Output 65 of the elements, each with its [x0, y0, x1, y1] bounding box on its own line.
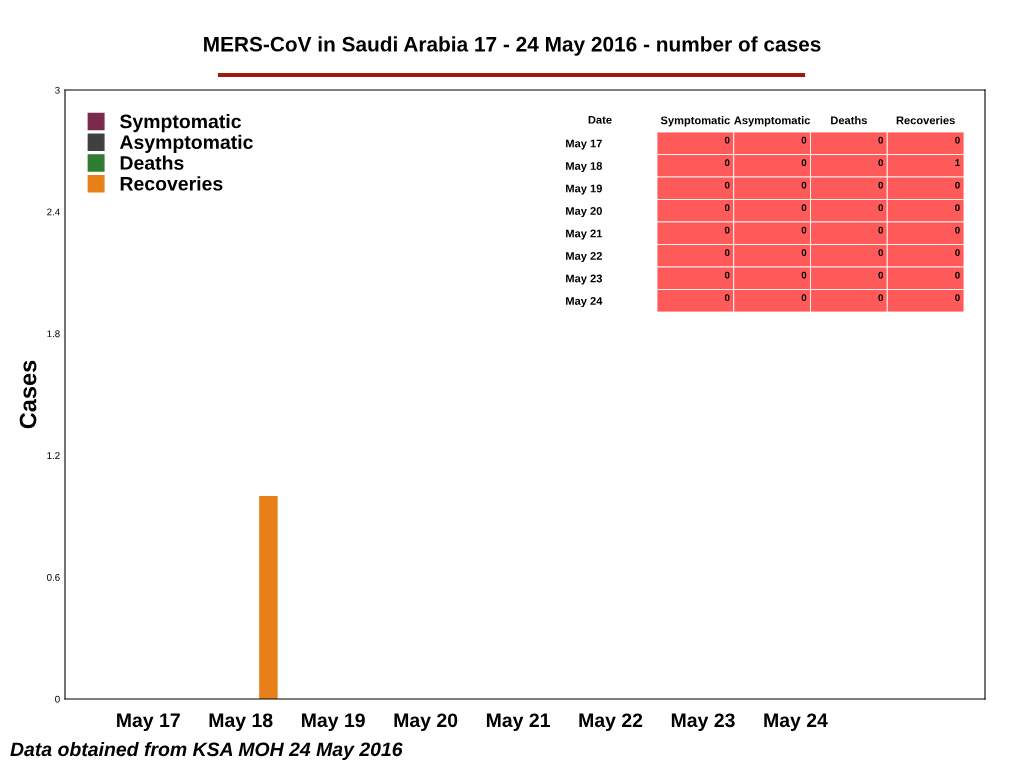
x-tick-label: May 18 — [209, 713, 273, 732]
data-label: 0 — [955, 136, 960, 144]
data-label: 0 — [724, 181, 730, 189]
data-label: 0 — [801, 159, 807, 167]
data-label: 0 — [801, 249, 807, 257]
data-label: 0 — [724, 159, 730, 167]
legend-label: Asymptomatic — [119, 134, 253, 153]
x-tick-label: May 23 — [671, 713, 735, 732]
data-label: 0 — [724, 136, 730, 144]
x-tick-label: Symptomatic — [660, 116, 730, 127]
data-label: 0 — [955, 204, 960, 212]
y-tick-label: 3 — [55, 86, 60, 94]
data-label: 0 — [955, 249, 960, 257]
data-label: 0 — [878, 294, 884, 302]
data-label: 0 — [878, 159, 884, 167]
data-label: 0 — [801, 294, 807, 302]
x-tick-label: May 20 — [394, 713, 458, 732]
data-label: 0 — [801, 204, 807, 212]
x-tick-label: May 17 — [117, 713, 180, 732]
data-label: 0 — [878, 226, 884, 234]
text: Data obtained from KSA MOH 24 May 2016 — [10, 741, 403, 761]
x-tick-label: May 24 — [764, 713, 828, 732]
data-label: 0 — [955, 181, 960, 189]
data-label: 0 — [724, 226, 730, 234]
y-axis-title: Date — [588, 115, 612, 124]
y-tick-label: May 22 — [566, 252, 602, 263]
data-label: 0 — [724, 204, 730, 212]
data-label: 0 — [878, 204, 884, 212]
legend-label: Deaths — [120, 155, 184, 170]
data-label: 0 — [724, 294, 730, 302]
x-tick-label: May 21 — [486, 713, 550, 732]
x-tick-label: May 19 — [302, 713, 365, 732]
y-tick-label: 0 — [55, 695, 60, 703]
y-tick-label: May 19 — [566, 184, 602, 195]
data-label: 0 — [955, 271, 960, 279]
data-label: 0 — [878, 249, 884, 257]
y-tick-label: May 24 — [566, 297, 603, 308]
y-tick-label: May 21 — [566, 229, 603, 240]
y-tick-label: May 20 — [566, 207, 602, 218]
x-tick-label: Asymptomatic — [734, 116, 811, 127]
legend-label: Recoveries — [120, 176, 223, 191]
data-label: 0 — [878, 181, 884, 189]
data-label: 0 — [724, 271, 730, 279]
y-tick-label: May 23 — [566, 274, 602, 285]
x-tick-label: Recoveries — [896, 116, 955, 125]
data-label: 0 — [878, 136, 884, 144]
y-tick-label: 2.4 — [47, 208, 60, 216]
y-tick-label: May 18 — [566, 162, 603, 173]
data-label: 0 — [801, 136, 807, 144]
data-label: 0 — [955, 226, 960, 234]
y-axis-title: Cases — [19, 360, 37, 429]
y-tick-label: May 17 — [566, 139, 602, 150]
y-tick-label: 1.2 — [47, 452, 60, 459]
y-tick-label: 1.8 — [47, 330, 60, 338]
data-label: 0 — [801, 181, 807, 189]
x-tick-label: May 22 — [579, 713, 643, 732]
y-tick-label: 0.6 — [47, 573, 60, 581]
data-label: 0 — [955, 294, 960, 302]
x-tick-label: Deaths — [831, 116, 867, 125]
data-label: 0 — [801, 271, 807, 279]
data-label: 0 — [878, 271, 884, 279]
data-label: 1 — [955, 159, 960, 167]
chart-title: MERS-CoV in Saudi Arabia 17 - 24 May 2016 - number of cases — [204, 36, 821, 56]
data-label: 0 — [724, 249, 730, 257]
data-label: 0 — [801, 226, 807, 234]
